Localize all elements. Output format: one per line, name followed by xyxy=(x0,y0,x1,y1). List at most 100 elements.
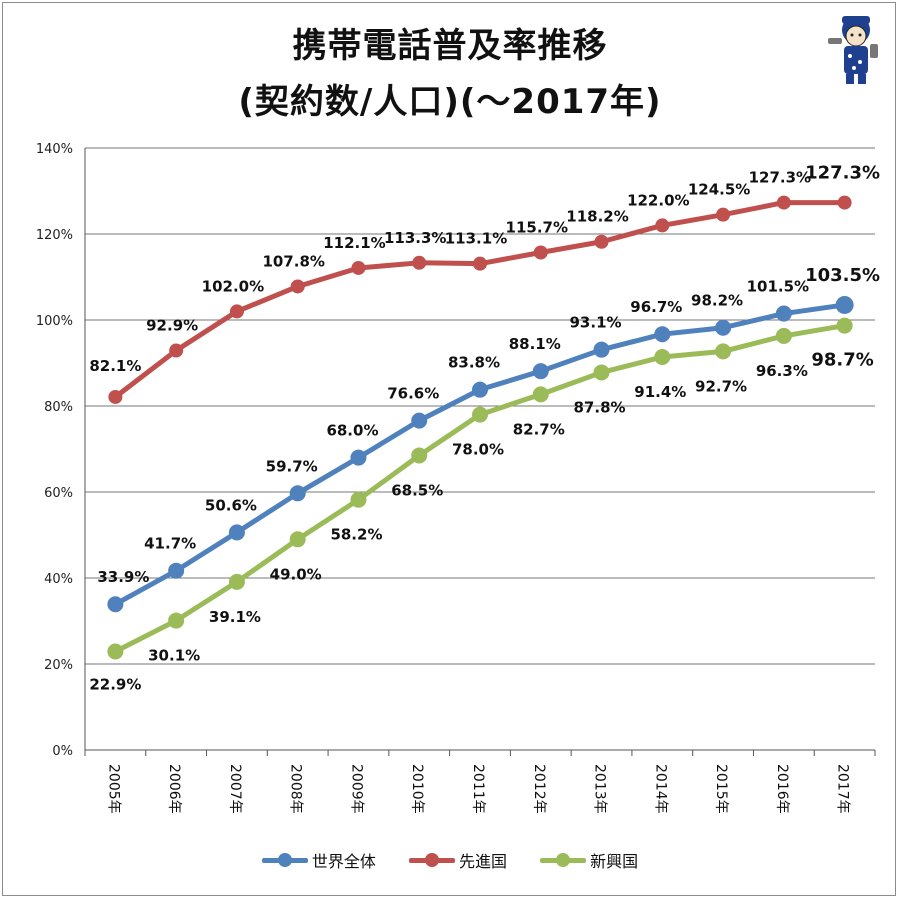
data-point xyxy=(776,195,791,210)
x-tick-labels: 2005年 2006年 2007年 2008年 2009年 2010年 2011年 2012年… xyxy=(105,764,850,814)
x-tick-label: 2008年 xyxy=(288,764,304,814)
data-point xyxy=(472,406,488,423)
data-label: 33.9% xyxy=(97,568,149,586)
x-tick-label: 2016年 xyxy=(774,764,790,814)
series-2 xyxy=(107,317,853,660)
data-label: 50.6% xyxy=(205,496,257,514)
x-tick-label: 2012年 xyxy=(531,764,547,814)
data-point xyxy=(654,326,671,343)
data-point xyxy=(715,343,732,360)
data-point xyxy=(532,386,549,403)
data-label: 93.1% xyxy=(570,314,622,332)
data-point xyxy=(411,447,428,464)
x-tick-label: 2005年 xyxy=(105,764,121,814)
x-tick-label: 2009年 xyxy=(348,764,364,814)
data-point xyxy=(533,245,548,260)
chart-title-line2: (契約数/人口)(～2017年) xyxy=(238,82,662,122)
data-label: 83.8% xyxy=(448,354,500,372)
data-point xyxy=(411,412,428,429)
data-point xyxy=(837,195,852,210)
data-point xyxy=(228,573,245,590)
series-lines xyxy=(107,195,854,660)
x-tick-label: 2017年 xyxy=(835,764,851,814)
legend-label-developed: 先進国 xyxy=(458,852,507,871)
data-label: 49.0% xyxy=(270,565,322,583)
legend-label-world: 世界全体 xyxy=(311,852,376,871)
data-label: 127.3% xyxy=(749,169,811,187)
data-label: 102.0% xyxy=(202,277,264,295)
data-point xyxy=(108,389,123,404)
x-tick-label: 2010年 xyxy=(409,764,425,814)
y-tick-label: 60% xyxy=(44,486,73,501)
data-point xyxy=(593,364,610,381)
legend: 世界全体 先進国 新興国 xyxy=(0,848,900,872)
gridlines xyxy=(85,147,875,751)
y-tick-labels: 0% 20% 40% 60% 80% 100% 120% 140% xyxy=(36,142,73,759)
data-label: 92.9% xyxy=(146,317,198,335)
legend-item-developed: 先進国 xyxy=(408,848,507,872)
data-point xyxy=(655,218,670,233)
series-0 xyxy=(107,295,854,613)
legend-swatch-world xyxy=(261,852,308,868)
legend-swatch-emerging xyxy=(540,852,587,868)
legend-item-emerging: 新興国 xyxy=(540,848,638,872)
axes xyxy=(84,148,876,756)
data-label: 91.4% xyxy=(634,383,686,401)
data-point xyxy=(594,234,609,249)
data-point xyxy=(654,348,671,365)
data-label: 98.2% xyxy=(691,292,743,310)
data-label: 96.7% xyxy=(630,298,682,316)
data-point xyxy=(229,304,244,319)
data-point xyxy=(412,255,427,270)
x-tick-label: 2007年 xyxy=(227,764,243,814)
data-point xyxy=(473,256,487,271)
x-tick-label: 2014年 xyxy=(652,764,668,814)
mascot-character-icon xyxy=(828,16,878,84)
data-label: 98.7% xyxy=(811,350,873,371)
data-label: 101.5% xyxy=(747,278,809,296)
data-label: 113.1% xyxy=(445,230,507,248)
data-point xyxy=(532,363,549,380)
data-point xyxy=(289,531,306,548)
chart-title-line1: 携帯電話普及率推移 xyxy=(292,26,608,66)
data-label: 22.9% xyxy=(89,676,141,694)
data-label: 88.1% xyxy=(509,335,561,353)
data-label: 68.5% xyxy=(391,481,443,499)
y-tick-label: 140% xyxy=(36,142,73,157)
data-point xyxy=(716,207,731,222)
x-tick-label: 2015年 xyxy=(713,764,729,814)
data-label: 76.6% xyxy=(387,385,439,403)
data-point xyxy=(107,596,124,613)
data-label: 113.3% xyxy=(384,229,446,247)
x-tick-label: 2006年 xyxy=(166,764,182,814)
data-point xyxy=(228,524,245,541)
x-tick-label: 2013年 xyxy=(592,764,608,814)
series-1 xyxy=(108,195,852,404)
data-point xyxy=(835,295,854,314)
data-label: 124.5% xyxy=(688,181,750,199)
data-label: 59.7% xyxy=(266,457,318,475)
data-label: 78.0% xyxy=(452,441,504,459)
x-tick-label: 2011年 xyxy=(470,764,486,814)
data-label: 118.2% xyxy=(566,208,628,226)
data-label: 112.1% xyxy=(323,234,385,252)
data-point xyxy=(168,612,185,629)
data-label: 82.1% xyxy=(89,357,141,375)
data-point xyxy=(289,485,306,502)
data-label: 39.1% xyxy=(209,608,261,626)
data-label: 82.7% xyxy=(513,420,565,438)
legend-label-emerging: 新興国 xyxy=(590,852,639,871)
data-point xyxy=(168,562,185,579)
data-point xyxy=(350,491,367,508)
data-point xyxy=(593,341,610,358)
data-label: 96.3% xyxy=(756,362,808,380)
data-label: 87.8% xyxy=(574,398,626,416)
y-tick-label: 40% xyxy=(44,572,73,587)
y-tick-label: 120% xyxy=(36,228,73,243)
y-tick-label: 100% xyxy=(36,314,73,329)
data-point xyxy=(350,449,367,466)
legend-swatch-developed xyxy=(408,852,455,868)
data-label: 30.1% xyxy=(148,647,200,665)
data-label: 92.7% xyxy=(695,377,747,395)
